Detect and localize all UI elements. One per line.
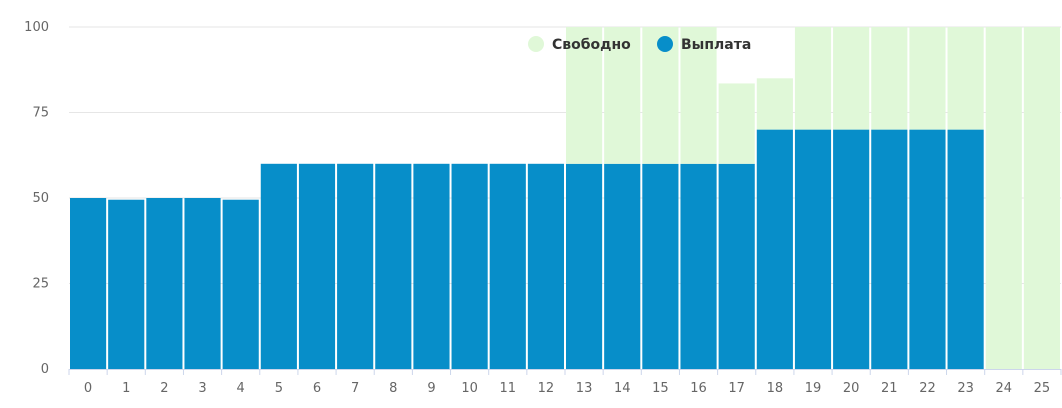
bar-payout-0: [70, 198, 107, 369]
legend-label[interactable]: Выплата: [681, 37, 751, 53]
legend-marker[interactable]: [528, 36, 544, 52]
x-tick-label: 22: [919, 381, 936, 396]
x-tick-label: 9: [427, 381, 435, 396]
x-tick-label: 8: [389, 381, 397, 396]
bar-free-24: [985, 27, 1022, 369]
bar-payout-5: [260, 163, 297, 369]
bar-free-16: [680, 27, 717, 164]
bar-payout-23: [947, 129, 984, 369]
bar-payout-10: [451, 163, 488, 369]
bar-payout-15: [642, 163, 679, 369]
x-tick-label: 10: [461, 381, 478, 396]
x-tick-label: 6: [313, 381, 321, 396]
x-tick-label: 5: [275, 381, 283, 396]
y-axis-ticks: 0 25 50 75 100: [24, 20, 49, 377]
bar-free-18: [756, 78, 793, 130]
y-tick-label: 0: [41, 362, 49, 377]
x-tick-label: 17: [728, 381, 745, 396]
x-tick-label: 13: [576, 381, 593, 396]
bar-payout-11: [489, 163, 526, 369]
bar-payout-21: [871, 129, 908, 369]
bar-payout-12: [527, 163, 564, 369]
x-tick-label: 19: [805, 381, 822, 396]
x-tick-label: 20: [843, 381, 860, 396]
bar-payout-3: [184, 198, 221, 369]
bar-payout-6: [298, 163, 336, 369]
bar-free-19: [794, 27, 832, 130]
bar-free-21: [871, 27, 908, 130]
bar-payout-22: [909, 129, 946, 369]
bar-free-22: [909, 27, 946, 130]
x-tick-label: 24: [995, 381, 1012, 396]
x-tick-label: 12: [538, 381, 555, 396]
legend: Свободно Выплата: [528, 36, 751, 53]
bar-payout-14: [604, 163, 641, 369]
x-tick-label: 4: [237, 381, 245, 396]
bar-free-23: [947, 27, 984, 130]
x-tick-label: 11: [499, 381, 516, 396]
y-tick-label: 50: [32, 191, 49, 206]
x-tick-label: 25: [1034, 381, 1051, 396]
bar-payout-19: [794, 129, 832, 369]
bar-free-14: [604, 27, 641, 164]
x-tick-label: 0: [84, 381, 92, 396]
bar-payout-8: [375, 163, 412, 369]
bar-payout-18: [756, 129, 793, 369]
legend-label[interactable]: Свободно: [552, 37, 631, 53]
x-tick-label: 3: [198, 381, 206, 396]
bars: [70, 27, 1060, 369]
x-tick-label: 18: [767, 381, 784, 396]
bar-free-20: [833, 27, 870, 130]
x-tick-label: 15: [652, 381, 669, 396]
x-tick-label: 14: [614, 381, 631, 396]
bar-payout-16: [680, 163, 717, 369]
x-tick-label: 21: [881, 381, 898, 396]
bar-payout-9: [413, 163, 450, 369]
bar-free-17: [718, 83, 755, 164]
bar-payout-4: [222, 199, 259, 369]
bar-payout-1: [108, 199, 145, 369]
x-tick-label: 2: [160, 381, 168, 396]
bar-payout-20: [833, 129, 870, 369]
x-tick-label: 7: [351, 381, 359, 396]
x-tick-label: 16: [690, 381, 707, 396]
y-tick-label: 75: [32, 106, 49, 121]
y-tick-label: 100: [24, 20, 49, 35]
bar-payout-7: [337, 163, 374, 369]
x-axis: 0 1 2 3 4 5 6 7 8 9 10 11 12 13 14 15 16 17 18 19 20 21 22 23 24…: [68, 369, 1062, 396]
bar-payout-13: [566, 163, 603, 369]
bar-free-25: [1023, 27, 1060, 369]
y-tick-label: 25: [32, 277, 49, 292]
bar-payout-17: [718, 163, 755, 369]
x-tick-label: 23: [957, 381, 974, 396]
legend-marker[interactable]: [657, 36, 673, 52]
bar-payout-2: [146, 198, 183, 369]
x-tick-label: 1: [122, 381, 130, 396]
bar-free-13: [566, 27, 603, 164]
